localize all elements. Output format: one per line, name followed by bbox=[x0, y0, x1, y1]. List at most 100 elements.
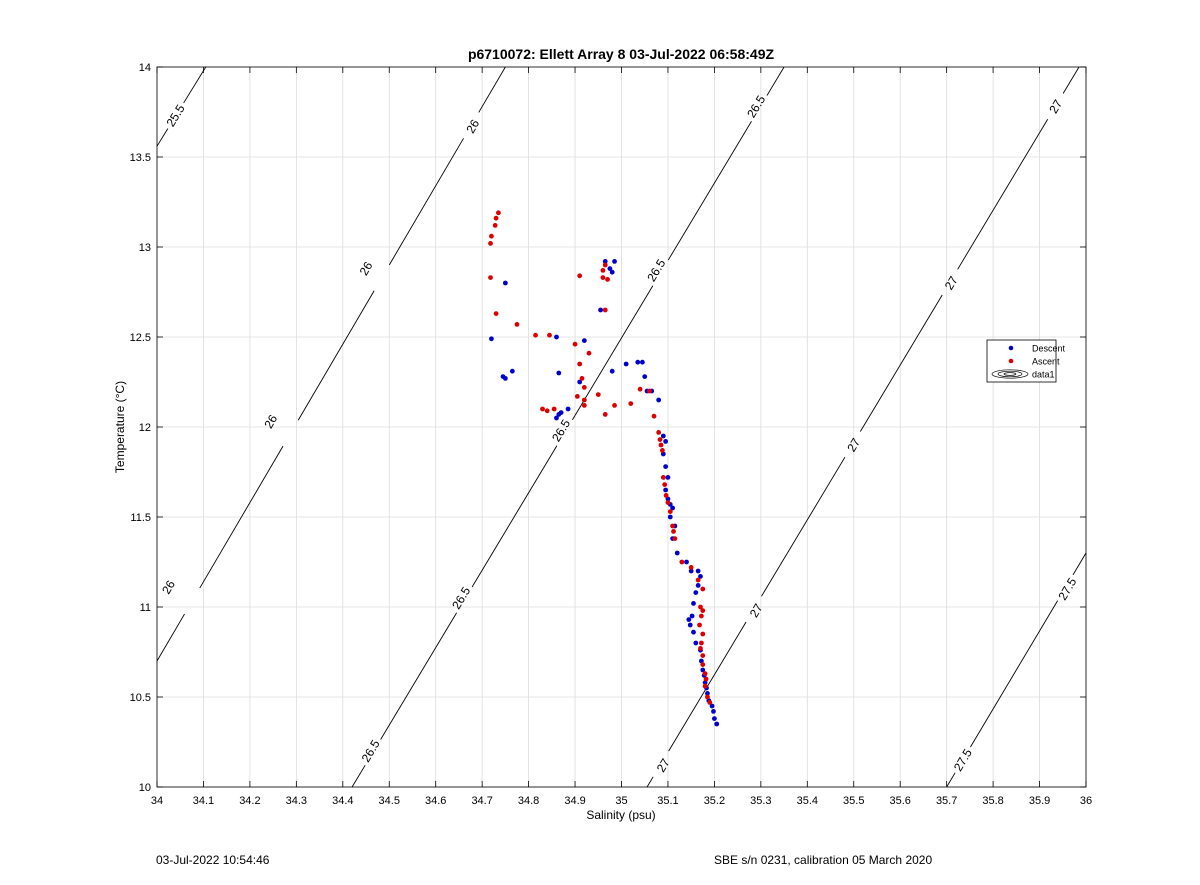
contour-label-26: 26 bbox=[463, 117, 482, 136]
descent-point bbox=[663, 487, 669, 493]
descent-point bbox=[640, 359, 645, 365]
ascent-point bbox=[707, 700, 713, 705]
legend-descent-label: Descent bbox=[1032, 344, 1066, 354]
ascent-point bbox=[672, 536, 678, 541]
ascent-point bbox=[700, 608, 706, 613]
contour-segment-26.5 bbox=[351, 764, 366, 788]
ascent-point bbox=[698, 604, 703, 610]
y-axis-label: Temperature (°C) bbox=[113, 381, 127, 473]
contour-segment-27 bbox=[646, 776, 654, 788]
descent-point bbox=[693, 640, 699, 646]
contour-segment-25.5 bbox=[183, 66, 207, 104]
contour-segment-26 bbox=[297, 290, 375, 421]
descent-point bbox=[660, 433, 666, 439]
descent-point bbox=[712, 716, 717, 721]
descent-point bbox=[686, 617, 692, 622]
y-tick-label: 11.5 bbox=[130, 512, 151, 524]
contour-label-26.5: 26.5 bbox=[449, 584, 473, 612]
descent-point bbox=[502, 376, 508, 381]
contour-segment-25.5 bbox=[156, 128, 169, 147]
ascent-point bbox=[656, 430, 662, 435]
x-tick-label: 34.5 bbox=[379, 795, 400, 807]
descent-point bbox=[607, 266, 613, 271]
ascent-point bbox=[496, 210, 501, 216]
contour-label-27: 27 bbox=[942, 273, 961, 292]
density-contours: 25.5 26 26 26 26 26.5 26.5 26.5 26.5 26.5 27 27 27 27… bbox=[156, 66, 1087, 788]
x-tick-label: 34.1 bbox=[193, 795, 214, 807]
contour-segment-26 bbox=[388, 138, 464, 266]
ascent-point bbox=[671, 529, 676, 534]
contour-label-26: 26 bbox=[357, 259, 376, 278]
ascent-point bbox=[581, 403, 587, 408]
descent-point bbox=[670, 505, 675, 511]
ascent-point bbox=[646, 388, 652, 394]
legend-contour-icon bbox=[991, 369, 1029, 379]
x-tick-label: 34 bbox=[151, 795, 163, 807]
x-tick-label: 35.1 bbox=[657, 795, 678, 807]
ascent-point bbox=[488, 275, 493, 280]
ascent-point bbox=[544, 408, 550, 414]
ascent-point bbox=[602, 412, 608, 417]
descent-point bbox=[700, 667, 706, 673]
ascent-point bbox=[540, 406, 545, 412]
contour-label-26.5: 26.5 bbox=[644, 257, 668, 285]
y-tick-label: 12.5 bbox=[130, 332, 151, 344]
legend-descent-marker bbox=[1008, 345, 1014, 351]
descent-point bbox=[554, 334, 559, 340]
contour-segment-26.5 bbox=[380, 612, 458, 740]
x-axis-label: Salinity (psu) bbox=[586, 808, 655, 822]
ascent-point bbox=[533, 332, 538, 338]
ascent-point bbox=[581, 385, 587, 390]
x-tick-label: 35.8 bbox=[982, 795, 1003, 807]
contour-segment-27.5 bbox=[946, 772, 956, 788]
descent-point bbox=[565, 406, 571, 412]
descent-point bbox=[687, 622, 693, 628]
y-tick-label: 11 bbox=[140, 602, 151, 614]
contour-segment-26 bbox=[156, 613, 185, 662]
x-tick-label: 34.8 bbox=[518, 795, 539, 807]
ascent-point bbox=[698, 646, 703, 651]
x-tick-label: 34.9 bbox=[564, 795, 585, 807]
descent-point bbox=[612, 259, 617, 264]
descent-point bbox=[714, 721, 720, 727]
y-tick-label: 13 bbox=[139, 242, 151, 254]
x-tick-label: 34.3 bbox=[286, 795, 307, 807]
ascent-point bbox=[697, 622, 702, 628]
descent-point bbox=[489, 336, 494, 342]
ascent-point bbox=[488, 241, 493, 246]
contour-segment-27 bbox=[1062, 66, 1080, 94]
contour-label-27.5: 27.5 bbox=[951, 746, 975, 774]
x-tick-label: 35.9 bbox=[1029, 795, 1050, 807]
ascent-point bbox=[702, 683, 708, 689]
ascent-point bbox=[489, 233, 494, 239]
y-tick-label: 12 bbox=[139, 422, 151, 434]
ascent-point bbox=[657, 437, 663, 442]
ascent-point bbox=[600, 268, 606, 273]
x-tick-label: 36 bbox=[1080, 795, 1092, 807]
descent-point bbox=[667, 514, 673, 520]
descent-point bbox=[663, 464, 669, 469]
ascent-point bbox=[577, 273, 583, 279]
ascent-point bbox=[698, 613, 704, 619]
ascent-point bbox=[702, 671, 708, 676]
ascent-point bbox=[698, 640, 704, 646]
ascent-point bbox=[688, 565, 694, 570]
ascent-point bbox=[493, 215, 499, 221]
descent-point bbox=[665, 496, 671, 502]
contour-label-27: 27 bbox=[747, 601, 766, 620]
ascent-point bbox=[695, 577, 701, 583]
x-tick-label: 34.6 bbox=[425, 795, 446, 807]
descent-point bbox=[623, 361, 629, 367]
ascent-point bbox=[579, 376, 585, 381]
contour-label-26: 26 bbox=[261, 412, 280, 431]
descent-point bbox=[698, 658, 704, 664]
descent-point bbox=[698, 574, 703, 579]
ascent-point bbox=[705, 694, 710, 700]
x-tick-label: 35.5 bbox=[843, 795, 864, 807]
descent-point bbox=[577, 379, 583, 385]
ascent-point bbox=[659, 448, 665, 453]
footer-timestamp: 03-Jul-2022 10:54:46 bbox=[156, 853, 270, 867]
chart-title: p6710072: Ellett Array 8 03-Jul-2022 06:… bbox=[468, 46, 775, 62]
x-tick-label: 35.2 bbox=[704, 795, 725, 807]
ascent-point bbox=[493, 311, 499, 316]
